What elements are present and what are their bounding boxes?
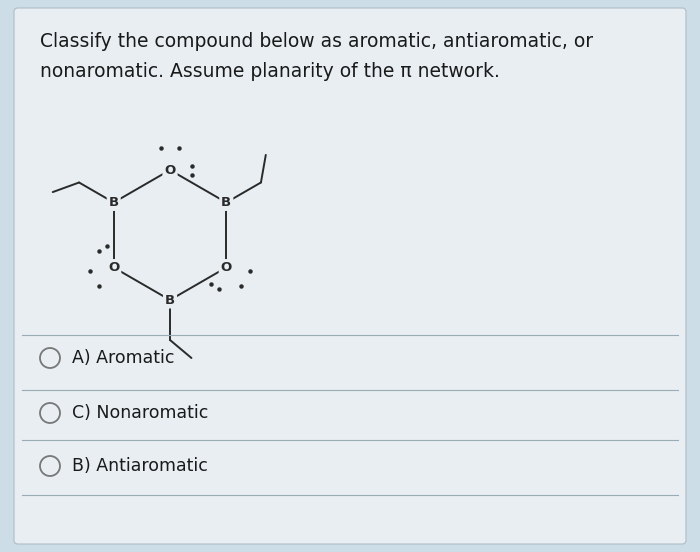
Text: A) Aromatic: A) Aromatic — [72, 349, 174, 367]
Text: B: B — [165, 294, 175, 306]
Text: O: O — [108, 261, 119, 274]
Text: O: O — [220, 261, 232, 274]
Text: nonaromatic. Assume planarity of the π network.: nonaromatic. Assume planarity of the π n… — [40, 62, 500, 81]
Text: Classify the compound below as aromatic, antiaromatic, or: Classify the compound below as aromatic,… — [40, 32, 593, 51]
Text: B) Antiaromatic: B) Antiaromatic — [72, 457, 208, 475]
Text: B: B — [221, 196, 232, 209]
FancyBboxPatch shape — [14, 8, 686, 544]
Text: O: O — [164, 163, 176, 177]
Text: B: B — [108, 196, 119, 209]
Text: C) Nonaromatic: C) Nonaromatic — [72, 404, 209, 422]
